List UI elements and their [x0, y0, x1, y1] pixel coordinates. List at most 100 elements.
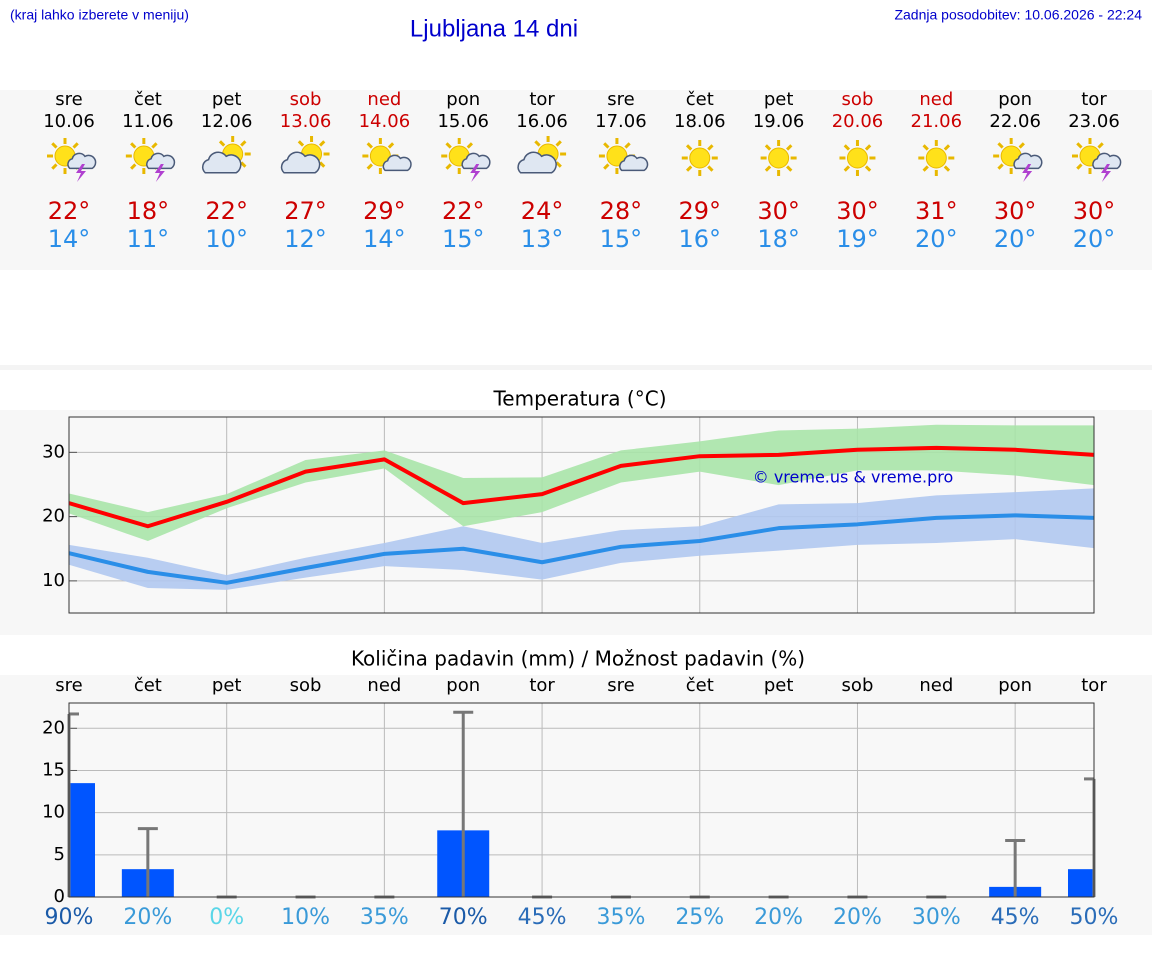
day-name: ned: [919, 89, 953, 110]
max-temperature: 29°: [363, 197, 406, 225]
last-update: Zadnja posodobitev: 10.06.2026 - 22:24: [894, 7, 1142, 23]
x-tick-label: pet: [764, 675, 794, 696]
sun-ray: [707, 165, 714, 172]
sun-ray: [240, 140, 247, 147]
date: 22.06: [989, 111, 1041, 132]
sun-ray: [555, 161, 562, 168]
plot-area: [69, 703, 1094, 897]
precipitation-probability: 90%: [45, 905, 94, 930]
location-note[interactable]: (kraj lahko izberete v meniju): [10, 7, 189, 23]
sun-ray: [922, 165, 929, 172]
min-temperature: 20°: [915, 225, 958, 253]
cloud: [517, 151, 557, 174]
y-tick-label: 30: [42, 441, 65, 462]
y-tick-label: 10: [42, 802, 65, 823]
min-temperature: 10°: [205, 225, 248, 253]
y-tick-label: 20: [42, 717, 65, 738]
sun-ray: [786, 144, 793, 151]
day-name: sob: [290, 89, 322, 110]
date: 17.06: [595, 111, 647, 132]
sun-ray: [943, 144, 951, 151]
max-temperature: 22°: [205, 197, 248, 225]
sun-ray: [864, 144, 872, 151]
date: 11.06: [122, 111, 174, 132]
forecast-band: [0, 90, 1152, 270]
precipitation-probability: 20%: [833, 905, 882, 930]
day-name: pet: [764, 89, 794, 110]
x-tick-label: pet: [212, 675, 242, 696]
day-name: sre: [607, 89, 634, 110]
x-tick-label: ned: [367, 675, 401, 696]
sun-ray: [707, 144, 714, 151]
sun-ray: [297, 140, 305, 147]
precipitation-bar: [1068, 869, 1094, 897]
weather-icon: [517, 136, 567, 174]
date: 21.06: [911, 111, 963, 132]
y-tick-label: 5: [54, 844, 65, 865]
temperature-line: [68, 513, 1095, 585]
lightning: [1101, 164, 1111, 182]
sun-ray: [922, 144, 929, 151]
weather-icon: [681, 140, 718, 176]
min-temperature: 20°: [1073, 225, 1116, 253]
sun-ray: [1097, 142, 1104, 149]
precipitation-probability: 20%: [754, 905, 803, 930]
sun-ray: [387, 142, 395, 149]
weather-icon: [362, 138, 412, 174]
weather-icon: [839, 140, 876, 176]
day-name: tor: [1081, 89, 1107, 110]
max-temperature: 28°: [600, 197, 643, 225]
cloud: [461, 152, 491, 170]
max-temperature: 30°: [1073, 197, 1116, 225]
min-temperature: 12°: [284, 225, 327, 253]
sun-ray: [130, 142, 137, 149]
date: 12.06: [201, 111, 253, 132]
day-name: pon: [446, 89, 480, 110]
precipitation-probability: 45%: [518, 905, 567, 930]
sun-ray: [445, 163, 452, 170]
chart-title: Temperatura (°C): [492, 387, 666, 411]
precipitation-probability: 35%: [360, 905, 409, 930]
sun-ray: [318, 161, 326, 168]
cloud: [619, 154, 649, 172]
precipitation-probability: 35%: [596, 905, 645, 930]
y-tick-label: 10: [42, 570, 65, 591]
copyright: © vreme.us & vreme.pro: [753, 468, 954, 487]
x-tick-label: sre: [55, 675, 82, 696]
sun-ray: [555, 140, 562, 147]
precipitation-probability: 50%: [1070, 905, 1119, 930]
precipitation-bar: [69, 783, 95, 897]
sun-ray: [685, 144, 693, 151]
sun-ray: [130, 163, 137, 170]
date: 19.06: [753, 111, 805, 132]
lightning: [76, 164, 86, 182]
max-temperature: 30°: [836, 197, 879, 225]
sun-ray: [685, 165, 693, 172]
min-temperature: 19°: [836, 225, 879, 253]
max-temperature: 31°: [915, 197, 958, 225]
x-tick-label: pon: [446, 675, 480, 696]
max-temperature: 22°: [442, 197, 485, 225]
sun-ray: [786, 165, 793, 172]
day-name: sre: [55, 89, 82, 110]
min-temperature: 15°: [442, 225, 485, 253]
date: 16.06: [516, 111, 568, 132]
sun-ray: [943, 165, 951, 172]
plot-border: [68, 416, 1095, 614]
cloud: [382, 154, 412, 172]
x-tick-label: pon: [998, 675, 1032, 696]
sun-ray: [1018, 142, 1025, 149]
sun-ray: [151, 142, 158, 149]
day-name: ned: [367, 89, 401, 110]
min-temperature: 15°: [600, 225, 643, 253]
lightning: [470, 164, 481, 182]
min-temperature: 16°: [678, 225, 721, 253]
x-tick-label: tor: [1081, 675, 1107, 696]
cloud: [1092, 152, 1122, 170]
x-tick-label: sob: [842, 675, 874, 696]
min-temperature: 18°: [757, 225, 800, 253]
date: 20.06: [832, 111, 884, 132]
min-temperature: 13°: [521, 225, 564, 253]
sun-ray: [466, 142, 474, 149]
